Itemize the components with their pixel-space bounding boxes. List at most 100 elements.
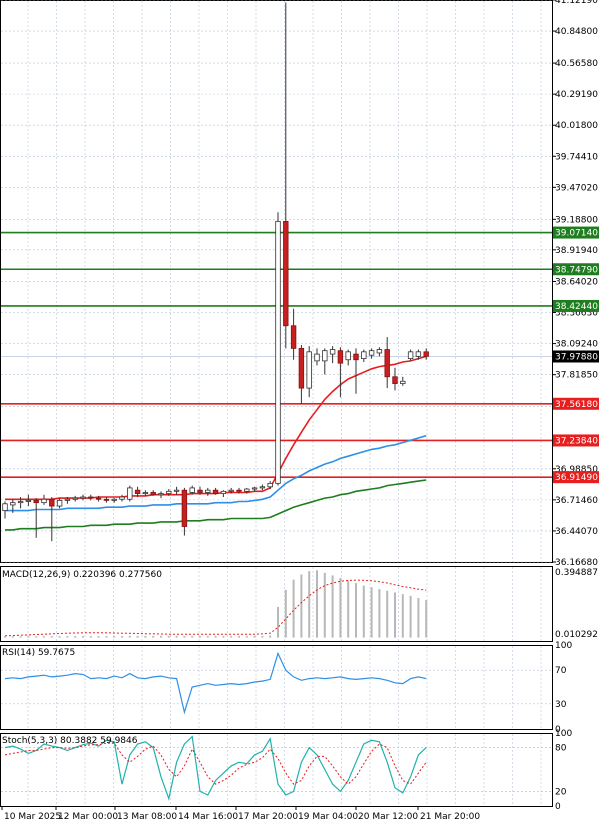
candle-body: [25, 499, 32, 502]
macd-tick-label: 0.010292: [555, 630, 598, 640]
candle-body: [220, 490, 227, 494]
stoch-main-line: [4, 735, 427, 801]
candle-body: [290, 325, 297, 349]
level-tag: [553, 263, 599, 276]
candle-body: [103, 498, 110, 501]
y-tick-label: 38.91940: [555, 246, 598, 256]
candle-body: [415, 351, 422, 357]
candle-body: [244, 488, 250, 492]
sto-pane: [0, 733, 553, 807]
y-tick-label: 40.84800: [555, 27, 598, 37]
y-tick-label: 36.44070: [555, 527, 598, 537]
x-tick-label: 20 Mar 12:00: [358, 812, 418, 822]
candle-body: [283, 220, 289, 327]
rsi-line: [4, 651, 427, 715]
candle-body: [64, 498, 71, 501]
candle-body: [134, 489, 141, 494]
candle-body: [329, 349, 336, 355]
y-tick-label: 36.71460: [555, 496, 598, 506]
candle-body: [181, 489, 188, 527]
candle-body: [337, 350, 344, 364]
candle-body: [275, 220, 281, 484]
rsi-tick-label: 70: [555, 666, 567, 676]
level-label: 38.42440: [555, 302, 598, 312]
rsi-tick-label: 100: [555, 641, 572, 651]
candle-body: [384, 349, 390, 378]
moving-average-2: [5, 434, 427, 512]
y-tick-label: 38.36630: [555, 309, 598, 319]
y-tick-label: 40.56580: [555, 59, 598, 69]
x-tick-label: 21 Mar 20:00: [420, 812, 480, 822]
macd-title: MACD(12,26,9) 0.220396 0.277560: [2, 570, 162, 580]
candle-body: [127, 487, 133, 500]
level-label: 36.91490: [555, 473, 598, 483]
candle-body: [150, 492, 156, 496]
y-tick-label: 38.09240: [555, 340, 598, 350]
stoch-tick-label: 100: [555, 729, 572, 739]
y-tick-label: 39.74410: [555, 152, 598, 162]
candle-body: [142, 492, 149, 494]
x-tick-label: 12 Mar 00:00: [58, 812, 118, 822]
candle-body: [400, 380, 406, 384]
candle-body: [228, 489, 234, 492]
y-tick-label: 39.47020: [555, 183, 598, 193]
stoch-tick-label: 20: [555, 787, 567, 797]
macd-tick-label: 0.394887: [555, 568, 598, 578]
y-tick-label: 39.18800: [555, 215, 598, 225]
candle-body: [33, 499, 39, 504]
candle-body: [95, 497, 102, 500]
candle-body: [314, 353, 320, 362]
y-tick-label: 38.64020: [555, 277, 598, 287]
candle-body: [111, 498, 117, 501]
candle-body: [306, 351, 312, 389]
x-tick-label: 10 Mar 2025: [4, 812, 61, 822]
candle-body: [56, 499, 63, 507]
level-label: 37.23840: [555, 436, 598, 446]
candle-body: [353, 353, 359, 361]
candle-body: [88, 496, 94, 499]
candle-body: [212, 489, 219, 494]
candle-body: [41, 498, 47, 504]
x-tick-label: 14 Mar 16:00: [178, 812, 238, 822]
moving-average-3: [5, 479, 427, 531]
candle-body: [173, 489, 180, 492]
candle-body: [345, 351, 351, 361]
candle-body: [2, 503, 8, 511]
candle-body: [407, 351, 414, 360]
level-tag: [553, 299, 599, 312]
level-label: 38.74790: [555, 265, 598, 275]
stoch-title: Stoch(5,3,3) 80.3882 59.9846: [2, 736, 138, 746]
level-tag: [553, 226, 599, 239]
candle-body: [72, 497, 78, 500]
y-tick-label: 41.12190: [555, 0, 598, 6]
level-tag: [553, 471, 599, 484]
candle-body: [376, 349, 383, 354]
candle-body: [259, 486, 266, 489]
stoch-tick-label: 80: [555, 744, 567, 754]
x-tick-label: 19 Mar 04:00: [298, 812, 358, 822]
candle-body: [49, 498, 55, 507]
current-price-label: 37.97880: [555, 352, 598, 362]
stoch-tick-label: 0: [555, 802, 561, 812]
y-tick-label: 40.01800: [555, 121, 598, 131]
rsi-tick-label: 30: [555, 700, 567, 710]
candle-body: [368, 350, 375, 356]
current-price-tag: [553, 350, 599, 363]
candle-body: [205, 489, 211, 493]
level-tag: [553, 434, 599, 447]
candle-body: [189, 487, 195, 493]
candle-body: [166, 490, 172, 494]
level-tag: [553, 397, 599, 410]
candle-body: [197, 489, 203, 493]
candle-body: [236, 489, 242, 492]
candle-body: [158, 493, 164, 496]
x-tick-label: 13 Mar 08:00: [117, 812, 177, 822]
level-label: 37.56180: [555, 400, 598, 410]
y-tick-label: 36.16680: [555, 558, 598, 568]
y-tick-label: 36.98850: [555, 465, 598, 475]
candle-body: [361, 351, 367, 360]
y-tick-label: 40.29190: [555, 90, 598, 100]
rsi-tick-label: 0: [555, 725, 561, 735]
candle-body: [17, 501, 24, 504]
candle-body: [298, 348, 305, 389]
